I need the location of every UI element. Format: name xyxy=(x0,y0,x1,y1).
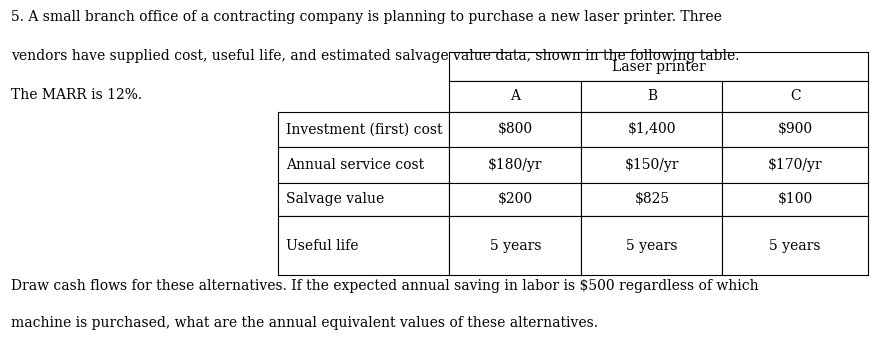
Text: 5 years: 5 years xyxy=(490,239,541,253)
Text: B: B xyxy=(647,89,657,103)
Text: 5. A small branch office of a contracting company is planning to purchase a new : 5. A small branch office of a contractin… xyxy=(11,10,722,24)
Text: machine is purchased, what are the annual equivalent values of these alternative: machine is purchased, what are the annua… xyxy=(11,316,597,330)
Text: vendors have supplied cost, useful life, and estimated salvage value data, shown: vendors have supplied cost, useful life,… xyxy=(11,49,739,63)
Text: $825: $825 xyxy=(634,192,670,207)
Text: $800: $800 xyxy=(498,122,533,136)
Text: Laser printer: Laser printer xyxy=(611,60,706,74)
Text: $170/yr: $170/yr xyxy=(767,158,823,172)
Text: The MARR is 12%.: The MARR is 12%. xyxy=(11,88,142,102)
Text: Annual service cost: Annual service cost xyxy=(286,158,425,172)
Text: A: A xyxy=(510,89,521,103)
Text: $900: $900 xyxy=(778,122,812,136)
Text: $180/yr: $180/yr xyxy=(488,158,543,172)
Text: Investment (first) cost: Investment (first) cost xyxy=(286,122,443,136)
Text: C: C xyxy=(789,89,801,103)
Text: 5 years: 5 years xyxy=(626,239,677,253)
Text: $150/yr: $150/yr xyxy=(625,158,679,172)
Text: $100: $100 xyxy=(777,192,813,207)
Text: Draw cash flows for these alternatives. If the expected annual saving in labor i: Draw cash flows for these alternatives. … xyxy=(11,279,759,293)
Text: Useful life: Useful life xyxy=(286,239,359,253)
Text: 5 years: 5 years xyxy=(769,239,821,253)
Text: $1,400: $1,400 xyxy=(627,122,677,136)
Text: Salvage value: Salvage value xyxy=(286,192,385,207)
Text: $200: $200 xyxy=(498,192,533,207)
